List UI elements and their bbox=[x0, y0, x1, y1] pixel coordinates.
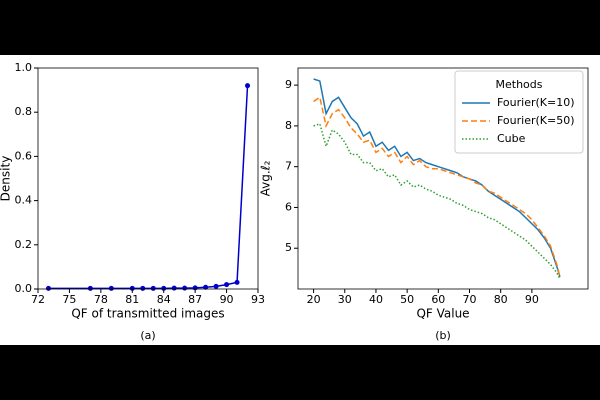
y-tick-label: 0.8 bbox=[15, 105, 33, 118]
caption: (b) bbox=[435, 329, 451, 342]
point bbox=[203, 284, 209, 290]
point bbox=[234, 279, 240, 285]
x-tick-label: 75 bbox=[62, 293, 76, 306]
letterbox-top bbox=[0, 0, 600, 55]
legend-label: Fourier(K=10) bbox=[497, 96, 575, 109]
plot-frame bbox=[297, 67, 589, 290]
series-line bbox=[48, 85, 249, 290]
legend-box bbox=[454, 70, 584, 154]
point bbox=[182, 285, 188, 291]
y-tick-label: 0.2 bbox=[15, 238, 33, 251]
y-axis-label: Avg.ℓ₂ bbox=[259, 160, 273, 196]
x-tick-label: 72 bbox=[31, 293, 45, 306]
point bbox=[87, 285, 93, 291]
x-tick-label: 90 bbox=[525, 293, 539, 306]
point bbox=[245, 83, 251, 89]
series-line bbox=[313, 78, 561, 277]
x-tick-label: 30 bbox=[338, 293, 352, 306]
legend-label: Fourier(K=50) bbox=[497, 114, 575, 127]
series-line bbox=[313, 96, 561, 277]
point bbox=[45, 285, 51, 291]
point bbox=[161, 285, 167, 291]
x-tick-label: 80 bbox=[494, 293, 508, 306]
y-tick-label: 1.0 bbox=[15, 61, 33, 74]
legend-label: Cube bbox=[497, 132, 526, 145]
x-tick-label: 20 bbox=[307, 293, 321, 306]
point bbox=[108, 285, 114, 291]
y-tick-label: 5 bbox=[285, 241, 292, 254]
legend-title: Methods bbox=[496, 78, 543, 91]
x-tick-label: 50 bbox=[400, 293, 414, 306]
y-tick-label: 9 bbox=[285, 78, 292, 91]
caption: (a) bbox=[140, 329, 155, 342]
point bbox=[224, 282, 230, 288]
point bbox=[140, 285, 146, 291]
x-tick-label: 78 bbox=[94, 293, 108, 306]
x-tick-label: 81 bbox=[125, 293, 139, 306]
x-axis-label: QF Value bbox=[416, 307, 469, 321]
y-tick-label: 6 bbox=[285, 200, 292, 213]
x-tick-label: 87 bbox=[188, 293, 202, 306]
point bbox=[192, 285, 198, 291]
x-axis-label: QF of transmitted images bbox=[71, 307, 224, 321]
point bbox=[171, 285, 177, 291]
y-tick-label: 0.0 bbox=[15, 282, 33, 295]
y-tick-label: 0.6 bbox=[15, 149, 33, 162]
y-axis-label: Density bbox=[0, 156, 13, 202]
x-tick-label: 60 bbox=[431, 293, 445, 306]
x-tick-label: 40 bbox=[369, 293, 383, 306]
x-tick-label: 90 bbox=[220, 293, 234, 306]
y-tick-label: 7 bbox=[285, 160, 292, 173]
x-tick-label: 84 bbox=[157, 293, 171, 306]
point bbox=[150, 285, 156, 291]
x-tick-label: 93 bbox=[251, 293, 265, 306]
plot-frame bbox=[37, 67, 259, 290]
point bbox=[213, 283, 219, 289]
y-tick-label: 0.4 bbox=[15, 194, 33, 207]
y-tick-label: 8 bbox=[285, 119, 292, 132]
point bbox=[129, 285, 135, 291]
x-tick-label: 70 bbox=[463, 293, 477, 306]
letterbox-bottom bbox=[0, 345, 600, 400]
